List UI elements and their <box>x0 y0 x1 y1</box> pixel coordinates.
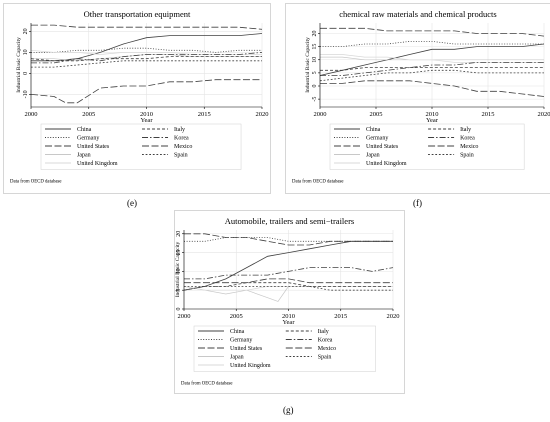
series-line-china <box>319 43 545 76</box>
y-tick-label: -10 <box>23 90 29 98</box>
chart-title: chemical raw materials and chemical prod… <box>339 9 496 19</box>
y-tick-label: 0 <box>312 85 318 88</box>
x-axis-label: Year <box>141 117 154 124</box>
source-note: Data from OECD database <box>181 382 233 387</box>
x-tick-label: 2015 <box>198 111 211 118</box>
x-axis-label: Year <box>283 319 296 326</box>
y-axis-label: Industrial Basic Capacity <box>175 241 181 297</box>
legend-entry-label: Italy <box>318 329 329 335</box>
source-note: Data from OECD database <box>10 180 62 185</box>
legend-entry-label: Italy <box>460 127 471 133</box>
y-axis-label: Industrial Basic Capacity <box>16 37 22 93</box>
legend-entry-label: Korea <box>174 136 189 142</box>
y-tick-label: 10 <box>23 49 29 55</box>
legend-entry-label: Germany <box>77 136 99 142</box>
x-tick-label: 2005 <box>82 111 95 118</box>
chart-title: Automobile, trailers and semi−trailers <box>225 216 354 226</box>
legend-entry-label: Germany <box>230 338 252 344</box>
y-tick-label: 5 <box>176 289 182 292</box>
legend-box <box>193 325 376 372</box>
x-tick-label: 2015 <box>482 111 495 118</box>
chart-panel-g: Automobile, trailers and semi−trailers 20… <box>174 210 405 394</box>
y-axis-label: Industrial Basic Capacity <box>305 37 311 93</box>
series-line-korea <box>31 52 263 64</box>
x-tick-label: 2010 <box>282 313 295 320</box>
legend-box <box>329 123 525 170</box>
legend-entry-label: Korea <box>460 136 475 142</box>
legend-entry-label: United States <box>77 144 110 150</box>
x-tick-label: 2000 <box>25 111 38 118</box>
legend-entry-label: Spain <box>174 153 188 159</box>
chart-g: Automobile, trailers and semi−trailers 20… <box>175 216 400 387</box>
x-tick-label: 2010 <box>426 111 439 118</box>
series-line-united-states <box>320 27 545 37</box>
series-line-united-states <box>31 24 263 30</box>
panel-label-f: (f) <box>413 198 422 208</box>
chart-panel-e: Other transportation equipment 2000 2005 20… <box>3 3 271 194</box>
y-tick-label: 20 <box>176 231 182 237</box>
series-line-mexico <box>184 278 393 284</box>
legend-entry-label: Korea <box>318 338 333 344</box>
y-tick-label: 0 <box>23 72 29 75</box>
legend-entry-label: Japan <box>77 153 91 159</box>
y-tick-label: 10 <box>176 268 182 274</box>
chart-panel-f: chemical raw materials and chemical prod… <box>285 3 550 194</box>
x-axis-label: Year <box>426 117 439 124</box>
x-tick-label: 2010 <box>140 111 153 118</box>
x-tick-label: 2000 <box>178 313 191 320</box>
legend-entry-label: Spain <box>460 153 474 159</box>
series-line-korea <box>184 267 394 280</box>
x-tick-label: 2020 <box>538 111 550 118</box>
series-line-spain <box>184 286 393 291</box>
legend-entry-label: Mexico <box>318 346 336 352</box>
legend-entry-label: China <box>230 329 245 335</box>
source-note: Data from OECD database <box>292 180 344 185</box>
y-tick-label: 20 <box>312 31 318 37</box>
series-line-italy <box>320 67 544 71</box>
legend-box <box>40 123 242 170</box>
series-line-spain <box>319 69 544 82</box>
chart-title: Other transportation equipment <box>84 9 191 19</box>
series-line-china <box>31 33 263 62</box>
x-tick-label: 2020 <box>256 111 269 118</box>
y-tick-label: 10 <box>312 57 318 63</box>
legend-entry-label: China <box>366 127 381 133</box>
legend-entry-label: United Kingdom <box>366 161 407 167</box>
y-tick-label: 0 <box>176 308 182 311</box>
x-tick-label: 2020 <box>387 313 400 320</box>
series-line-korea <box>320 62 544 76</box>
chart-e: Other transportation equipment 2000 2005 20… <box>10 9 269 185</box>
legend-entry-label: Japan <box>366 153 380 159</box>
legend-entry-label: China <box>77 127 92 133</box>
chart-f: chemical raw materials and chemical prod… <box>292 9 550 185</box>
series-line-germany <box>320 41 544 47</box>
series-line-mexico <box>30 79 262 104</box>
panel-label-g: (g) <box>283 405 294 415</box>
legend-entry-label: United States <box>230 346 263 352</box>
legend-entry-label: Mexico <box>174 144 192 150</box>
panel-label-e: (e) <box>127 198 137 208</box>
legend-entry-label: Japan <box>230 355 244 361</box>
legend-entry-label: United Kingdom <box>230 363 271 369</box>
y-tick-label: 5 <box>312 71 318 74</box>
y-tick-label: -5 <box>312 97 318 102</box>
legend-entry-label: Italy <box>174 127 185 133</box>
series-line-spain <box>31 60 262 68</box>
legend-entry-label: Mexico <box>460 144 478 150</box>
x-tick-label: 2000 <box>314 111 327 118</box>
series-line-italy <box>183 282 393 291</box>
x-tick-label: 2005 <box>370 111 383 118</box>
x-tick-label: 2015 <box>334 313 347 320</box>
legend-entry-label: Spain <box>318 355 332 361</box>
series-line-united-states <box>184 233 393 246</box>
series-line-italy <box>30 56 262 62</box>
y-tick-label: 15 <box>176 250 182 256</box>
x-tick-label: 2005 <box>230 313 243 320</box>
y-tick-label: 20 <box>23 28 29 34</box>
legend-entry-label: United Kingdom <box>77 161 118 167</box>
y-tick-label: 15 <box>312 44 318 50</box>
legend-entry-label: Germany <box>366 136 388 142</box>
legend-entry-label: United States <box>366 144 399 150</box>
series-line-germany <box>31 47 262 53</box>
